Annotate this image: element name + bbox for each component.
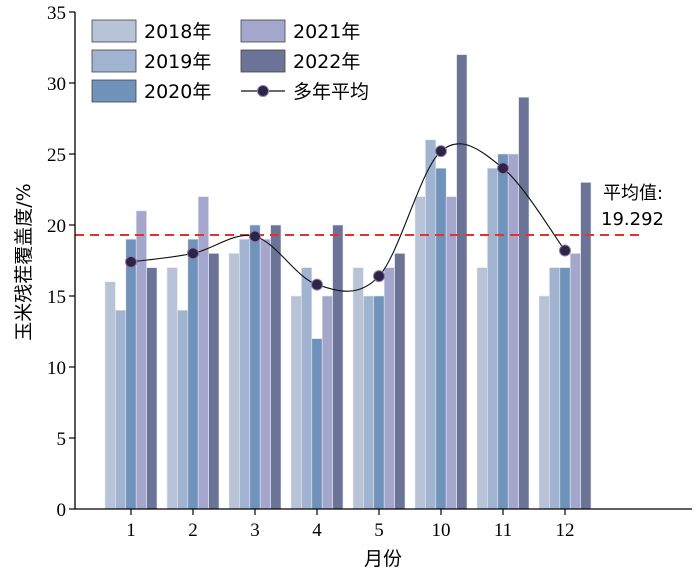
bar-2018年-2 [166,267,178,510]
bar-2019年-1 [115,309,127,510]
bar-2020年-10 [435,167,447,510]
average-point-4 [311,278,323,291]
bar-2021年-1 [135,210,147,510]
bar-2019年-12 [549,267,561,510]
y-tick-label: 5 [57,429,67,450]
legend-swatch-2021年 [240,19,286,43]
bar-2019年-11 [487,167,499,510]
legend-label-2020年: 2020年 [144,81,211,103]
bar-2022年-1 [146,267,158,510]
x-tick-label: 1 [126,520,136,541]
average-point-10 [435,145,447,158]
bar-2020年-11 [497,153,509,510]
bar-2018年-10 [414,196,426,510]
x-tick-label: 12 [556,520,575,541]
bar-2021年-2 [197,196,209,510]
bar-2019年-2 [177,309,189,510]
bar-2020年-12 [559,267,571,510]
average-point-2 [187,247,199,260]
legend-marker-average [257,85,269,97]
bar-2018年-4 [290,295,302,510]
bar-2018年-12 [538,295,550,510]
bar-2022年-12 [580,182,592,510]
bar-2020年-3 [249,224,261,510]
average-point-12 [559,244,571,257]
bar-2018年-1 [104,281,116,510]
bar-2021年-10 [445,196,457,510]
bar-2019年-4 [301,267,313,510]
reference-annotation-value: 19.292 [601,209,664,230]
bar-2022年-11 [518,96,530,510]
y-tick-label: 0 [57,500,67,521]
x-tick-label: 2 [188,520,198,541]
reference-annotation-label: 平均值: [603,183,663,204]
bar-2022年-4 [332,224,344,510]
bar-2020年-1 [125,238,137,510]
y-tick-label: 30 [47,74,66,95]
bar-2020年-5 [373,295,385,510]
y-axis-title: 玉米残茬覆盖度/% [13,183,35,340]
y-tick-label: 10 [47,358,66,379]
bar-2018年-3 [228,253,240,510]
bar-2020年-2 [187,238,199,510]
bar-2021年-11 [507,153,519,510]
y-tick-label: 15 [47,287,66,308]
bar-2022年-5 [394,253,406,510]
x-tick-label: 11 [494,520,512,541]
bar-2022年-10 [456,54,468,510]
bar-2018年-11 [476,267,488,510]
annotation-layer: 平均值: 19.292 [601,183,664,230]
bar-2018年-5 [352,267,364,510]
legend-label-2021年: 2021年 [293,21,360,43]
bars-layer [104,54,592,510]
x-tick-label: 10 [432,520,451,541]
x-tick-label: 3 [250,520,260,541]
bar-2021年-4 [321,295,333,510]
bar-2022年-3 [270,224,282,510]
legend-label-2019年: 2019年 [144,51,211,73]
bar-2022年-2 [208,253,220,510]
bar-2021年-12 [569,253,581,510]
legend-swatch-2018年 [91,19,137,43]
average-point-3 [249,230,261,243]
y-tick-label: 20 [47,216,66,237]
y-tick-label: 35 [47,3,66,24]
average-point-5 [373,270,385,283]
bar-2020年-4 [311,338,323,510]
bar-2019年-10 [425,139,437,510]
x-tick-label: 4 [312,520,322,541]
x-tick-label: 5 [374,520,384,541]
bar-2021年-5 [383,267,395,510]
legend-label-2022年: 2022年 [293,51,360,73]
legend-label-2018年: 2018年 [144,21,211,43]
legend-label-average: 多年平均 [293,81,369,103]
legend-swatch-2019年 [91,49,137,73]
x-axis-title: 月份 [364,548,402,570]
y-tick-label: 25 [47,145,66,166]
bar-2019年-5 [363,295,375,510]
average-point-11 [497,162,509,175]
average-point-1 [125,255,137,268]
bar-2021年-3 [259,238,271,510]
bar-2019年-3 [239,238,251,510]
average-line-layer [125,143,571,292]
legend-swatch-2020年 [91,79,137,103]
legend-swatch-2022年 [240,49,286,73]
